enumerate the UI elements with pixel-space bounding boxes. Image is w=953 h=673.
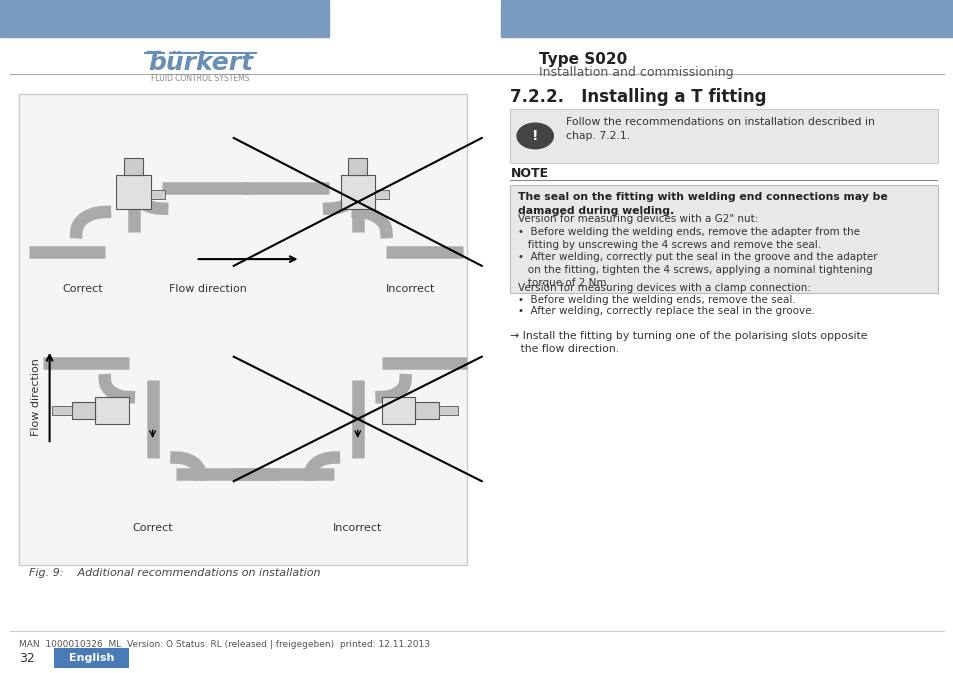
Bar — [375, 190, 389, 199]
Text: Incorrect: Incorrect — [385, 285, 435, 294]
Bar — [510, 185, 937, 293]
Bar — [510, 109, 937, 163]
Bar — [19, 94, 467, 565]
Text: Incorrect: Incorrect — [333, 524, 382, 533]
Text: •  Before welding the welding ends, remove the adapter from the
   fitting by un: • Before welding the welding ends, remov… — [517, 227, 859, 250]
Text: The seal on the fitting with welding end connections may be
damaged during weldi: The seal on the fitting with welding end… — [517, 192, 887, 215]
Text: → Install the fitting by turning one of the polarising slots opposite
   the flo: → Install the fitting by turning one of … — [510, 331, 867, 354]
Text: Version for measuring devices with a clamp connection:: Version for measuring devices with a cla… — [517, 283, 810, 293]
Bar — [151, 190, 165, 199]
Text: NOTE: NOTE — [510, 167, 548, 180]
Text: Version for measuring devices with a G2" nut:: Version for measuring devices with a G2"… — [517, 214, 758, 224]
Text: Correct: Correct — [132, 524, 172, 533]
Bar — [52, 406, 71, 415]
Bar — [348, 158, 367, 175]
Circle shape — [517, 123, 553, 149]
Bar — [415, 402, 438, 419]
Bar — [438, 406, 457, 415]
Text: 32: 32 — [19, 651, 35, 665]
Text: Installation and commissioning: Installation and commissioning — [538, 65, 733, 79]
Bar — [381, 397, 415, 424]
Bar — [124, 158, 143, 175]
Bar — [116, 175, 151, 209]
Bar — [71, 402, 95, 419]
Text: 7.2.2.   Installing a T fitting: 7.2.2. Installing a T fitting — [510, 88, 766, 106]
Text: •  After welding, correctly replace the seal in the groove.: • After welding, correctly replace the s… — [517, 306, 814, 316]
Text: •  After welding, correctly put the seal in the groove and the adapter
   on the: • After welding, correctly put the seal … — [517, 252, 877, 288]
Text: FLUID CONTROL SYSTEMS: FLUID CONTROL SYSTEMS — [151, 74, 250, 83]
Text: •  Before welding the welding ends, remove the seal.: • Before welding the welding ends, remov… — [517, 295, 795, 305]
Text: Correct: Correct — [62, 285, 103, 294]
Text: Fig. 9:    Additional recommendations on installation: Fig. 9: Additional recommendations on in… — [29, 569, 320, 578]
Text: bürkert: bürkert — [148, 50, 253, 75]
Bar — [340, 175, 375, 209]
Bar — [500, 0, 953, 37]
Bar — [0, 0, 329, 37]
Text: !: ! — [532, 129, 537, 143]
Bar — [95, 397, 129, 424]
Text: Flow direction: Flow direction — [31, 358, 41, 436]
Text: Follow the recommendations on installation described in
chap. 7.2.1.: Follow the recommendations on installati… — [565, 117, 874, 141]
Text: Flow direction: Flow direction — [169, 285, 247, 294]
Text: English: English — [69, 653, 114, 663]
Bar — [54, 648, 129, 668]
Text: MAN  1000010326  ML  Version: O Status: RL (released | freigegeben)  printed: 12: MAN 1000010326 ML Version: O Status: RL … — [19, 639, 430, 649]
Text: Type S020: Type S020 — [538, 52, 627, 67]
